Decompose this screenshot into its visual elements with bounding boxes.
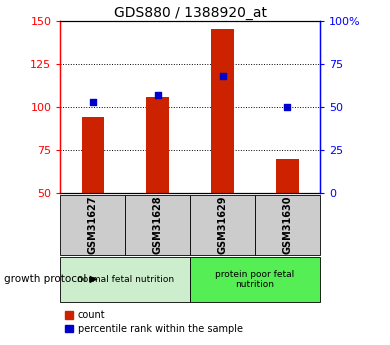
Text: GSM31627: GSM31627 [88,196,98,254]
Text: GSM31630: GSM31630 [282,196,292,254]
Bar [60,257,190,302]
Text: normal fetal nutrition: normal fetal nutrition [77,275,174,284]
Text: GSM31629: GSM31629 [218,196,227,254]
Text: protein poor fetal
nutrition: protein poor fetal nutrition [215,270,294,289]
Bar [190,257,320,302]
Bar [211,29,234,193]
Legend: count, percentile rank within the sample: count, percentile rank within the sample [65,310,243,334]
Point [90,99,96,105]
Point [220,73,226,79]
Title: GDS880 / 1388920_at: GDS880 / 1388920_at [113,6,267,20]
Text: growth protocol ▶: growth protocol ▶ [4,275,98,284]
Point [154,92,161,98]
Bar [60,195,125,255]
Point [284,104,291,110]
Bar [276,159,299,193]
Bar [255,195,320,255]
Bar [125,195,190,255]
Text: GSM31628: GSM31628 [153,196,163,254]
Bar [82,117,104,193]
Bar [190,195,255,255]
Bar [146,97,169,193]
